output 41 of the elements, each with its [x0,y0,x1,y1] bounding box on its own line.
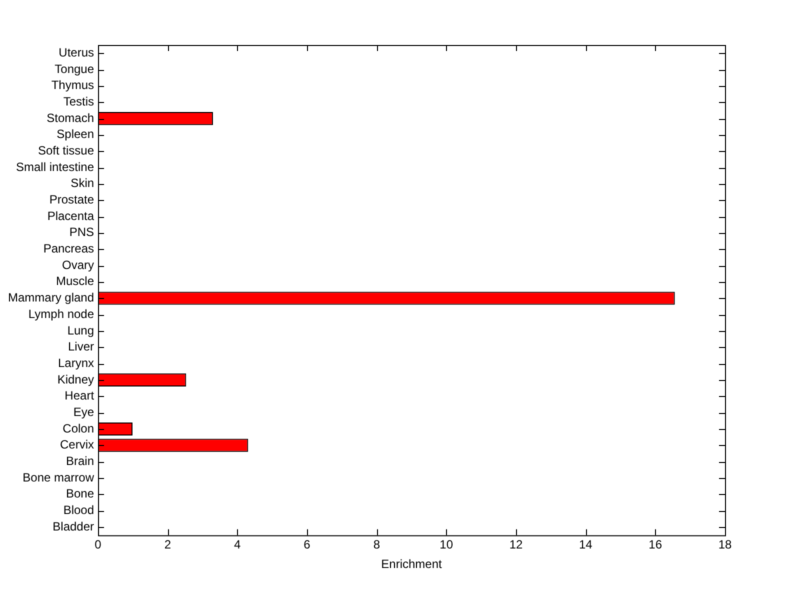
y-tick-label: Soft tissue [38,144,94,158]
x-tick-label: 6 [304,538,311,552]
y-tick-label: Lymph node [28,306,94,321]
y-tick-label: Pancreas [43,242,94,256]
x-tick-label: 4 [234,538,242,552]
x-tick-label: 2 [164,538,172,552]
y-tick-label: Heart [64,388,95,403]
x-tick-label: 0 [94,538,102,552]
y-tick-label: Cervix [60,438,94,452]
y-tick-label: Colon [62,421,94,436]
y-tick-label: Bladder [52,519,94,534]
x-tick-label: 8 [373,538,380,552]
y-tick-label: Spleen [56,127,94,142]
y-tick-label: Larynx [58,356,94,370]
y-tick-label: Testis [63,94,94,109]
y-tick-label: Bone [66,486,94,501]
y-tick-label: Brain [66,454,94,468]
y-tick-label: Lung [67,323,94,338]
y-tick-label: Kidney [57,372,94,386]
x-tick-label: 14 [578,538,593,552]
x-tick-label: 18 [718,538,732,552]
y-tick-label: Skin [70,176,94,190]
y-tick-label: PNS [69,225,94,240]
y-tick-label: Ovary [62,258,94,272]
y-tick-label: Mammary gland [8,290,94,305]
y-tick-label: Blood [63,503,94,518]
x-tick-label: 12 [509,538,524,552]
y-tick-label: Uterus [58,45,94,60]
y-tick-label: Eye [73,404,94,419]
y-tick-label: Tongue [54,62,94,76]
y-tick-label: Liver [68,340,94,354]
y-tick-label: Prostate [49,192,94,207]
x-tick-label: 16 [648,538,662,552]
y-tick-label: Small intestine [16,160,94,174]
x-axis-title: Enrichment [381,557,443,572]
x-tick-label: 10 [440,538,454,552]
y-tick-label: Thymus [51,78,94,92]
y-tick-label: Placenta [47,208,94,223]
y-tick-label: Stomach [46,110,94,125]
y-tick-label: Bone marrow [22,470,94,484]
y-tick-label: Muscle [56,274,94,288]
